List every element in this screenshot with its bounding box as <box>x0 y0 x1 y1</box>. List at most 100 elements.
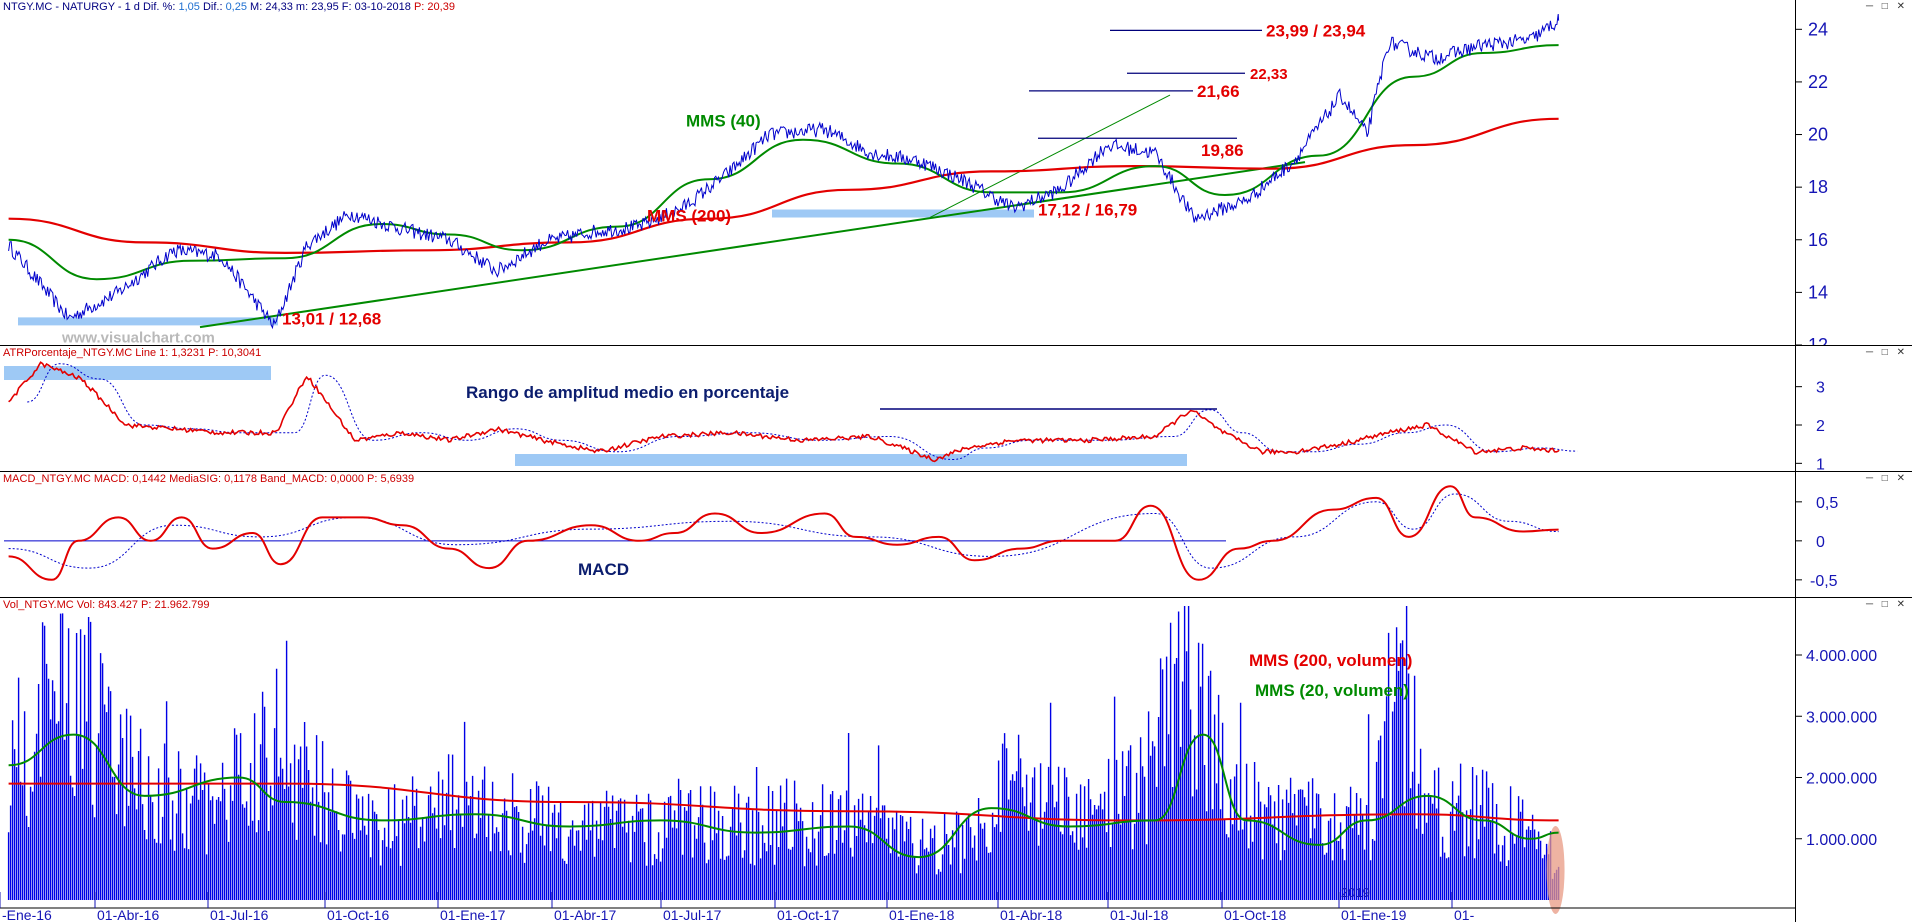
volume-window-buttons[interactable]: ─ □ ✕ <box>1865 599 1908 610</box>
atr-last-value: P: 10,3041 <box>208 347 262 359</box>
volume-header: Vol_NTGY.MC Vol: 843.427 P: 21.962.799 <box>3 599 210 611</box>
volume-ytick-label: 1.000.000 <box>1806 832 1877 849</box>
volume-last-value: P: 21.962.799 <box>141 599 210 611</box>
price-header: NTGY.MC - NATURGY - 1 d Dif. %: 1,05 Dif… <box>3 1 455 13</box>
mms200-line <box>8 117 1559 255</box>
price-ytick-label: 20 <box>1808 125 1828 145</box>
atr-zone-high <box>4 366 271 380</box>
support-zone-13 <box>18 317 278 326</box>
atr-y-axis: 3 2 1 <box>1795 346 1912 471</box>
macd-window-buttons[interactable]: ─ □ ✕ <box>1865 473 1908 484</box>
label-level-6: 13,01 / 12,68 <box>282 310 381 329</box>
label-level-2: 22,33 <box>1250 66 1288 83</box>
atr-signal-line <box>27 363 1578 461</box>
x-tick-label: 01-Oct-16 <box>327 907 389 922</box>
volume-mms20-line <box>8 733 1559 859</box>
x-tick-label: 01-Ene-18 <box>889 907 955 922</box>
atr-ytick-label: 3 <box>1816 380 1825 397</box>
macd-name: MACD_NTGY.MC <box>3 473 91 485</box>
volume-highlight <box>1546 826 1565 914</box>
x-tick-label: -Ene-16 <box>2 907 52 922</box>
macd-band-value: Band_MACD: 0,0000 <box>260 473 364 485</box>
macd-panel: MACD_NTGY.MC MACD: 0,1442 MediaSIG: 0,11… <box>0 472 1912 597</box>
macd-line <box>8 485 1559 581</box>
volume-name: Vol_NTGY.MC <box>3 599 74 611</box>
macd-ytick-label: -0,5 <box>1810 573 1838 590</box>
volume-panel: Vol_NTGY.MC Vol: 843.427 P: 21.962.799 ─… <box>0 598 1912 922</box>
macd-y-axis: 0,5 0 -0,5 <box>1795 472 1912 597</box>
atr-name: ATRPorcentaje_NTGY.MC <box>3 347 133 359</box>
separator <box>0 471 1912 472</box>
atr-header: ATRPorcentaje_NTGY.MC Line 1: 1,3231 P: … <box>3 347 261 359</box>
price-ytick-label: 16 <box>1808 230 1828 250</box>
label-level-4: 19,86 <box>1201 141 1244 160</box>
price-panel: NTGY.MC - NATURGY - 1 d Dif. %: 1,05 Dif… <box>0 0 1912 345</box>
price-plot[interactable]: MMS (40) MMS (200) 23,99 / 23,94 22,33 21,66… <box>0 0 1795 345</box>
volume-value: Vol: 843.427 <box>76 599 138 611</box>
price-ytick-label: 18 <box>1808 177 1828 197</box>
x-tick-label: 01-Oct-18 <box>1224 907 1286 922</box>
date-value: F: 03-10-2018 <box>341 1 411 13</box>
atr-line <box>8 361 1560 463</box>
label-level-3: 21,66 <box>1197 82 1240 101</box>
label-level-5: 17,12 / 16,79 <box>1038 200 1137 219</box>
x-tick-label: 01-Ene-17 <box>440 907 506 922</box>
price-line <box>8 13 1560 330</box>
max-value: M: 24,33 <box>250 1 293 13</box>
x-tick-label: 01-Oct-17 <box>777 907 839 922</box>
macd-last-value: P: 5,6939 <box>367 473 415 485</box>
watermark: www.visualchart.com <box>61 329 215 345</box>
label-level-1: 23,99 / 23,94 <box>1266 21 1366 40</box>
atr-caption: Rango de amplitud medio en porcentaje <box>466 383 789 402</box>
min-value: m: 23,95 <box>295 1 339 13</box>
last-value: P: 20,39 <box>413 1 455 13</box>
support-zone-17 <box>772 209 1034 218</box>
x-tick-label: 01-Jul-18 <box>1110 907 1169 922</box>
volume-ytick-label: 2.000.000 <box>1806 771 1877 788</box>
volume-mms200-line <box>8 782 1559 822</box>
label-mms200: MMS (200) <box>647 206 731 225</box>
volume-bars <box>7 606 1560 900</box>
symbol-label: NTGY.MC - NATURGY - 1 d <box>3 1 140 13</box>
trend-line-long <box>199 161 1306 329</box>
x-tick-label: 01- <box>1454 907 1475 922</box>
atr-panel: ATRPorcentaje_NTGY.MC Line 1: 1,3231 P: … <box>0 346 1912 471</box>
trend-line-short <box>929 94 1171 218</box>
macd-value: MACD: 0,1442 <box>93 473 167 485</box>
label-volume-mms20: MMS (20, volumen) <box>1255 681 1409 700</box>
macd-header: MACD_NTGY.MC MACD: 0,1442 MediaSIG: 0,11… <box>3 473 414 485</box>
macd-plot[interactable]: MACD <box>0 472 1795 597</box>
year-label: 2019 <box>1341 885 1370 900</box>
macd-ytick-label: 0,5 <box>1816 495 1838 512</box>
macd-signal-value: MediaSIG: 0,1178 <box>169 473 257 485</box>
label-mms40: MMS (40) <box>686 112 761 131</box>
dif-value: 0,25 <box>225 1 247 13</box>
x-tick-label: 01-Jul-16 <box>210 907 269 922</box>
volume-plot[interactable]: MMS (200, volumen) MMS (20, volumen) -Ene-… <box>0 598 1795 922</box>
dif-pct-label: Dif. %: <box>142 1 176 13</box>
price-window-buttons[interactable]: ─ □ ✕ <box>1865 1 1908 12</box>
atr-window-buttons[interactable]: ─ □ ✕ <box>1865 347 1908 358</box>
mms40-line <box>8 44 1559 281</box>
x-tick-label: 01-Abr-16 <box>97 907 159 922</box>
label-volume-mms200: MMS (200, volumen) <box>1249 651 1412 670</box>
price-ytick-label: 14 <box>1808 282 1828 302</box>
dif-pct-value: 1,05 <box>178 1 200 13</box>
atr-plot[interactable]: Rango de amplitud medio en porcentaje <box>0 346 1795 471</box>
price-ytick-label: 24 <box>1808 19 1828 39</box>
dif-label: Dif.: <box>202 1 223 13</box>
x-tick-label: 01-Jul-17 <box>663 907 722 922</box>
macd-signal-line <box>8 493 1559 569</box>
volume-ytick-label: 3.000.000 <box>1806 709 1877 726</box>
price-y-axis: 24 22 20 18 16 14 12 <box>1795 0 1912 345</box>
price-ytick-label: 22 <box>1808 72 1828 92</box>
macd-ytick-label: 0 <box>1816 534 1825 551</box>
atr-zone-low <box>515 454 1187 466</box>
volume-y-axis: 4.000.000 3.000.000 2.000.000 1.000.000 <box>1795 598 1912 922</box>
atr-line-value: Line 1: 1,3231 <box>135 347 205 359</box>
atr-ytick-label: 1 <box>1816 456 1825 471</box>
x-tick-label: 01-Ene-19 <box>1341 907 1407 922</box>
x-tick-label: 01-Abr-18 <box>1000 907 1062 922</box>
x-tick-label: 01-Abr-17 <box>554 907 616 922</box>
price-ytick-label: 12 <box>1808 335 1828 345</box>
